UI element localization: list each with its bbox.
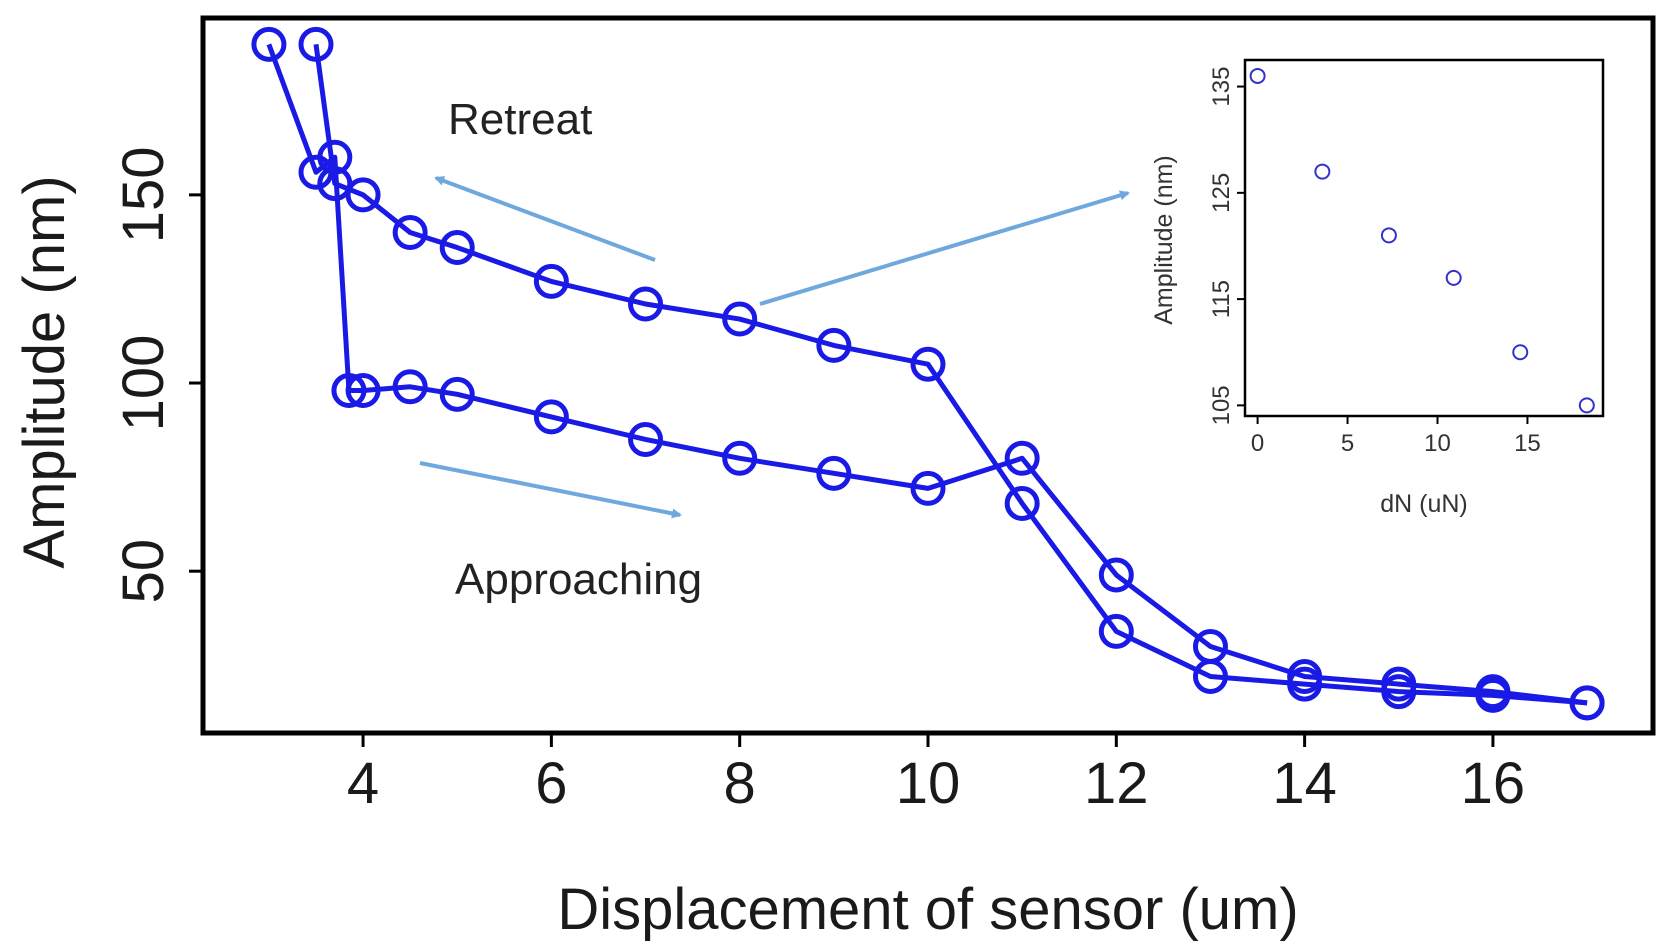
inset-data-point — [1445, 269, 1462, 286]
data-point-approaching — [628, 421, 664, 457]
data-point-approaching — [722, 440, 758, 476]
inset-pointer-arrow — [759, 190, 1130, 306]
data-point-retreat — [1098, 613, 1134, 649]
data-point-approaching — [439, 376, 475, 412]
data-point-approaching — [1004, 440, 1040, 476]
inset-y-tick-label: 105 — [1208, 385, 1235, 425]
main-x-tick-label: 8 — [724, 751, 756, 816]
data-point-approaching — [251, 26, 287, 62]
data-point-retreat — [722, 301, 758, 337]
main-y-tick-label: 100 — [111, 335, 176, 432]
data-point-retreat — [1381, 674, 1417, 710]
main-x-tick-label: 16 — [1461, 751, 1526, 816]
data-point-retreat — [298, 26, 334, 62]
data-point-retreat — [1287, 666, 1323, 702]
data-point-retreat — [1004, 485, 1040, 521]
inset-x-tick-label: 0 — [1251, 430, 1264, 457]
main-x-tick-label: 14 — [1272, 751, 1337, 816]
main-x-tick-label: 10 — [896, 751, 961, 816]
inset-y-axis-title: Amplitude (nm) — [1150, 155, 1178, 325]
inset-y-tick-label: 135 — [1208, 67, 1235, 107]
data-point-retreat — [533, 263, 569, 299]
data-point-retreat — [816, 327, 852, 363]
inset-y-tick-label: 115 — [1208, 280, 1235, 318]
inset-plot-frame — [1243, 58, 1605, 418]
data-point-retreat — [317, 166, 353, 202]
data-point-retreat — [910, 346, 946, 382]
main-y-tick-label: 50 — [111, 539, 176, 604]
data-point-approaching — [816, 455, 852, 491]
inset-x-tick-label: 15 — [1514, 430, 1541, 457]
data-point-retreat — [1569, 685, 1605, 721]
inset-y-axis: 105 115 125 135 — [1208, 67, 1245, 425]
inset-x-tick-label: 10 — [1424, 430, 1451, 457]
data-point-approaching — [533, 399, 569, 435]
data-point-retreat — [439, 230, 475, 266]
main-x-axis: 4 6 8 10 12 14 16 — [347, 733, 1525, 816]
main-x-tick-label: 12 — [1084, 751, 1149, 816]
approaching-label: Approaching — [455, 555, 702, 604]
data-point-approaching — [345, 373, 381, 409]
data-point-retreat — [628, 286, 664, 322]
inset-data-point — [1512, 344, 1529, 361]
data-point-retreat — [1475, 677, 1511, 713]
data-point-approaching — [1098, 557, 1134, 593]
inset-points-layer — [1249, 67, 1595, 414]
main-y-axis: 50 100 150 — [111, 146, 203, 603]
data-point-retreat — [392, 215, 428, 250]
inset-x-axis: 0 5 10 15 — [1251, 416, 1541, 457]
inset-data-point — [1578, 397, 1595, 414]
inset-y-tick-label: 125 — [1208, 173, 1235, 213]
inset-x-axis-title: dN (uN) — [1380, 490, 1468, 518]
data-point-approaching — [910, 470, 946, 506]
main-x-tick-label: 6 — [535, 751, 567, 816]
retreat-label: Retreat — [448, 95, 592, 144]
inset-data-point — [1249, 67, 1266, 84]
approaching-arrow — [419, 461, 682, 519]
data-point-approaching — [331, 373, 367, 409]
main-x-tick-label: 4 — [347, 751, 379, 816]
data-point-retreat — [1192, 659, 1228, 695]
inset-x-tick-label: 5 — [1341, 430, 1354, 457]
inset-data-point — [1314, 163, 1331, 180]
series-line-retreat — [313, 44, 1588, 706]
retreat-arrow — [434, 176, 656, 262]
inset-data-point — [1380, 227, 1397, 244]
main-series-layer — [251, 26, 1605, 721]
main-y-axis-title: Amplitude (nm) — [12, 175, 77, 568]
main-x-axis-title: Displacement of sensor (um) — [557, 877, 1298, 942]
data-point-approaching — [392, 369, 428, 405]
main-y-tick-label: 150 — [111, 146, 176, 243]
